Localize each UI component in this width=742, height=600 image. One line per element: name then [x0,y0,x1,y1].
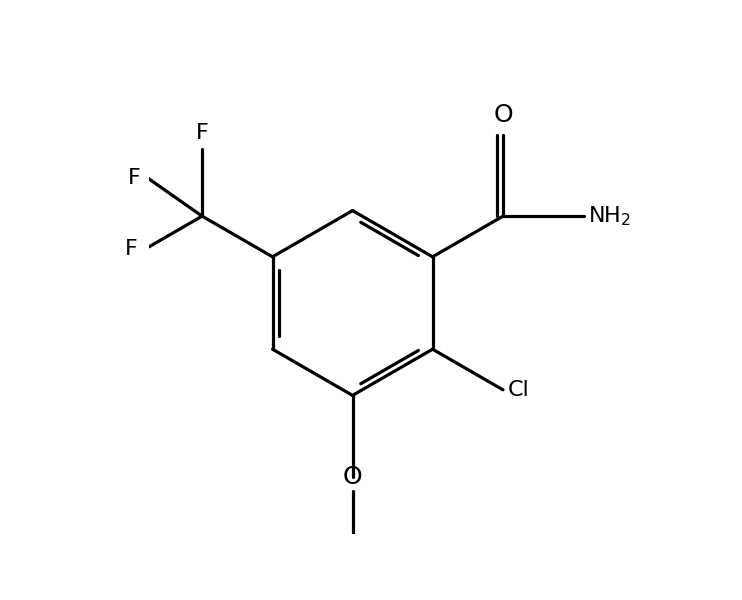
Text: F: F [196,122,209,143]
Text: O: O [493,103,513,127]
Text: Cl: Cl [508,380,529,400]
Text: F: F [125,239,137,259]
Text: NH$_2$: NH$_2$ [588,205,631,228]
Text: F: F [128,168,140,188]
Text: O: O [343,465,362,489]
